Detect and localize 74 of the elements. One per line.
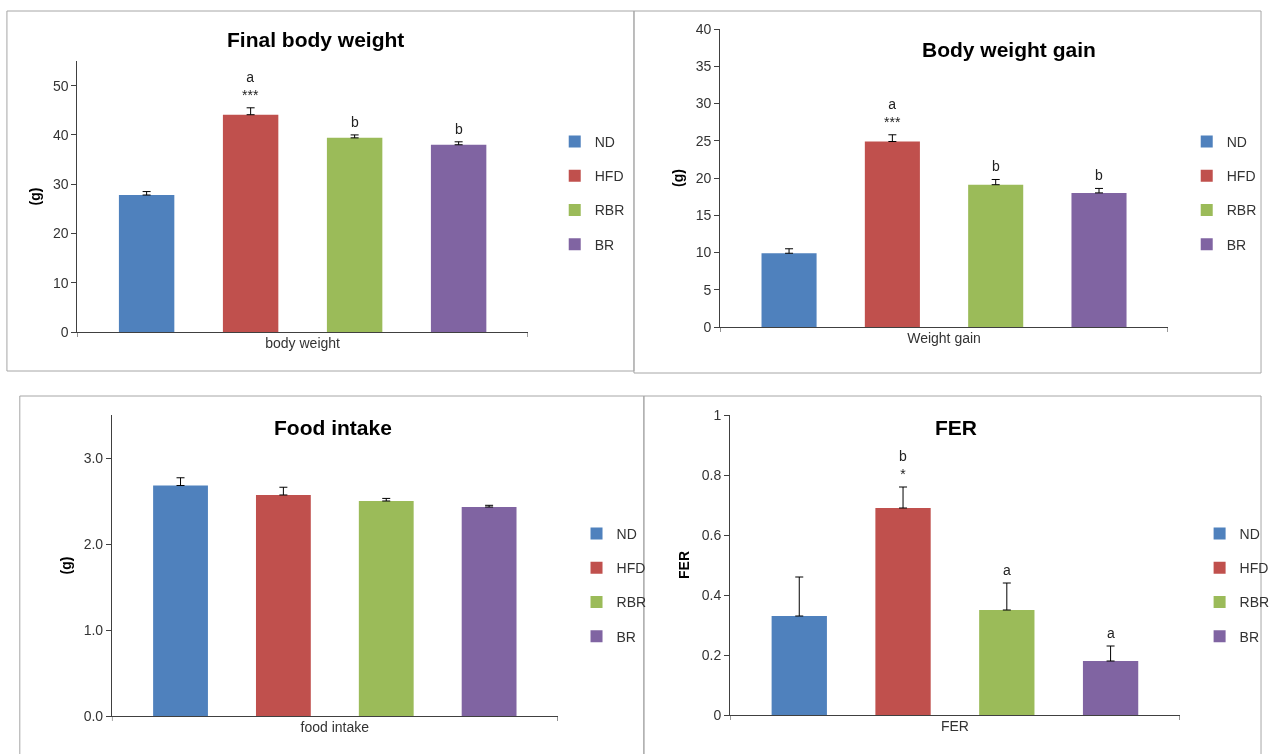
- bar: [761, 253, 817, 327]
- chart-title: FER: [935, 416, 977, 439]
- data-label: b: [1095, 167, 1103, 183]
- legend-label: RBR: [616, 594, 647, 611]
- legend-label: RBR: [1226, 202, 1257, 219]
- bar: [118, 195, 175, 332]
- data-label: a ***: [884, 96, 901, 131]
- y-tick-label: 10: [695, 244, 712, 261]
- data-label: b: [351, 114, 359, 130]
- legend-label: RBR: [1239, 594, 1270, 611]
- legend-label: RBR: [594, 202, 625, 219]
- bar: [1071, 192, 1127, 327]
- y-tick-label: 20: [52, 225, 69, 242]
- legend-label: ND: [1239, 526, 1260, 543]
- y-tick-label: 0: [713, 706, 722, 723]
- legend-label: BR: [1226, 236, 1247, 253]
- y-tick-label: 0.0: [83, 707, 104, 724]
- x-axis-title: food intake: [300, 719, 370, 736]
- legend-label: HFD: [594, 168, 624, 185]
- y-tick-label: 0: [60, 323, 69, 340]
- legend-label: BR: [1239, 628, 1260, 645]
- y-tick-label: 20: [695, 169, 712, 186]
- x-axis-title: body weight: [265, 335, 341, 352]
- data-label: b: [455, 121, 463, 137]
- y-tick-label: 35: [695, 58, 712, 75]
- y-axis-title: FER: [676, 551, 693, 579]
- y-tick-label: 5: [703, 281, 712, 298]
- bar: [430, 144, 487, 332]
- bar: [222, 114, 279, 332]
- y-tick-label: 3.0: [83, 449, 104, 466]
- chart-title: Final body weight: [227, 28, 405, 51]
- y-axis-title: (g): [670, 169, 687, 187]
- y-tick-label: 50: [52, 77, 69, 94]
- y-axis-title: (g): [58, 556, 75, 575]
- y-tick-label: 10: [52, 274, 69, 291]
- bar: [864, 141, 920, 327]
- bar: [326, 137, 383, 332]
- y-tick-label: 25: [695, 132, 712, 149]
- bar: [1082, 661, 1139, 715]
- legend-label: BR: [616, 628, 636, 645]
- legend-label: BR: [594, 236, 615, 253]
- bar: [979, 610, 1035, 715]
- data-label: a: [1003, 562, 1011, 578]
- chart-title: Food intake: [274, 416, 392, 439]
- y-tick-label: 2.0: [83, 535, 104, 552]
- data-label: a: [1107, 625, 1115, 641]
- data-label: b: [992, 158, 1000, 174]
- y-tick-label: 0.2: [701, 646, 722, 663]
- y-axis-title: (g): [27, 187, 44, 206]
- legend-label: HFD: [616, 560, 646, 577]
- chart-title: Body weight gain: [922, 38, 1096, 61]
- y-tick-label: 30: [52, 176, 69, 193]
- y-tick-label: 40: [695, 20, 712, 37]
- legend-label: HFD: [1226, 168, 1256, 185]
- x-axis-title: Weight gain: [907, 330, 981, 347]
- y-tick-label: 0.4: [701, 586, 722, 603]
- bar: [771, 616, 827, 715]
- legend-label: ND: [616, 526, 637, 543]
- legend-label: ND: [1226, 134, 1247, 151]
- legend-label: HFD: [1239, 560, 1269, 577]
- y-tick-label: 30: [695, 95, 712, 112]
- data-label: a ***: [242, 69, 259, 104]
- data-label: b *: [899, 448, 907, 483]
- y-tick-label: 15: [695, 207, 712, 224]
- bar: [968, 184, 1024, 327]
- y-tick-label: 0.6: [701, 526, 722, 543]
- y-tick-label: 0.8: [701, 466, 722, 483]
- y-tick-label: 1: [713, 406, 722, 423]
- y-tick-label: 40: [52, 126, 69, 143]
- y-tick-label: 0: [703, 318, 712, 335]
- x-axis-title: FER: [940, 718, 969, 735]
- legend-label: ND: [594, 134, 615, 151]
- y-tick-label: 1.0: [83, 621, 104, 638]
- bar: [875, 508, 931, 715]
